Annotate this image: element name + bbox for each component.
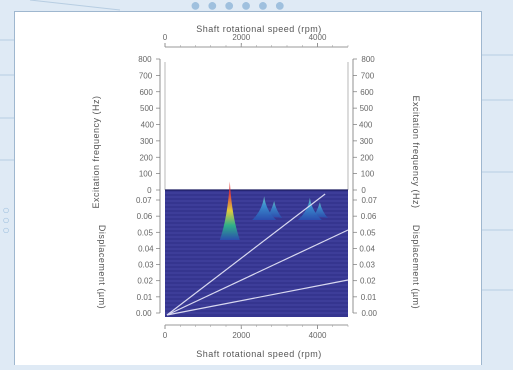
left-upper-tick-label: 100 — [139, 170, 153, 179]
right-lower-tick-label: 0.02 — [360, 277, 376, 286]
left-upper-tick-label: 0 — [147, 186, 152, 195]
peaks-layer — [219, 181, 328, 240]
spectrum-peak-secondary — [313, 202, 328, 218]
left-lower-tick-label: 0.01 — [137, 293, 153, 302]
top-x-tick-label: 2000 — [232, 33, 250, 42]
top-x-tick-label: 0 — [163, 33, 168, 42]
left-upper-tick-label: 700 — [139, 71, 153, 80]
left-upper-tick-label: 200 — [139, 153, 153, 162]
order-lines-layer — [166, 193, 349, 316]
left-upper-tick-label: 300 — [140, 137, 154, 146]
right-lower-tick-label: 0.05 — [360, 228, 376, 237]
right-upper-tick-label: 100 — [361, 170, 375, 179]
top-x-tick-label: 4000 — [309, 33, 327, 42]
top-axis-title: Shaft rotational speed (rpm) — [196, 24, 322, 34]
right-upper-axis-title: Excitation frequency (Hz) — [411, 95, 421, 208]
right-upper-tick-label: 600 — [360, 88, 374, 97]
bottom-x-tick-label: 0 — [163, 331, 168, 340]
header-ornament: ●●●●●● — [190, 0, 292, 15]
left-lower-tick-label: 0.07 — [136, 196, 152, 205]
left-lower-tick-label: 0.05 — [137, 228, 153, 237]
axes-layer: 0 0 2000 2000 4000 4000 0 0 100 100 200 200 300 300 40… — [136, 33, 378, 340]
right-lower-tick-label: 0.07 — [361, 196, 377, 205]
right-lower-tick-label: 0.04 — [359, 244, 375, 253]
right-lower-tick-label: 0.00 — [361, 309, 377, 318]
right-lower-axis-title: Displacement (µm) — [411, 225, 421, 309]
spectrum-peak — [219, 181, 240, 240]
right-lower-tick-label: 0.06 — [361, 212, 377, 221]
left-lower-tick-label: 0.04 — [138, 244, 154, 253]
left-lower-tick-label: 0.00 — [136, 309, 152, 318]
waterfall-chart: Shaft rotational speed (rpm) Shaft rotat… — [91, 24, 421, 359]
right-upper-tick-label: 200 — [360, 153, 374, 162]
bottom-axis-title: Shaft rotational speed (rpm) — [196, 349, 322, 359]
right-upper-tick-label: 400 — [359, 121, 373, 130]
left-upper-tick-label: 600 — [139, 88, 153, 97]
right-lower-tick-label: 0.03 — [359, 261, 375, 270]
order-line — [166, 229, 349, 316]
side-ornament: ○ ○ ○ — [2, 203, 10, 237]
right-upper-tick-label: 700 — [361, 71, 375, 80]
left-lower-tick-label: 0.06 — [137, 212, 153, 221]
left-lower-axis-title: Displacement (µm) — [97, 225, 107, 309]
left-lower-tick-label: 0.02 — [137, 277, 153, 286]
right-upper-tick-label: 300 — [360, 137, 374, 146]
right-upper-tick-label: 800 — [361, 55, 375, 64]
left-upper-tick-label: 800 — [138, 55, 152, 64]
right-upper-tick-label: 0 — [361, 186, 366, 195]
left-upper-axis-title: Excitation frequency (Hz) — [91, 95, 101, 208]
left-upper-tick-label: 400 — [141, 121, 155, 130]
order-line — [166, 193, 326, 316]
spectrum-peak-secondary — [268, 201, 283, 218]
right-lower-tick-label: 0.01 — [361, 293, 377, 302]
left-upper-tick-label: 500 — [140, 104, 154, 113]
right-upper-tick-label: 500 — [360, 104, 374, 113]
left-lower-tick-label: 0.03 — [138, 261, 154, 270]
bottom-x-tick-label: 4000 — [309, 331, 327, 340]
bottom-x-tick-label: 2000 — [232, 331, 250, 340]
figure-panel: Shaft rotational speed (rpm) Shaft rotat… — [14, 11, 482, 365]
order-line — [166, 279, 349, 316]
